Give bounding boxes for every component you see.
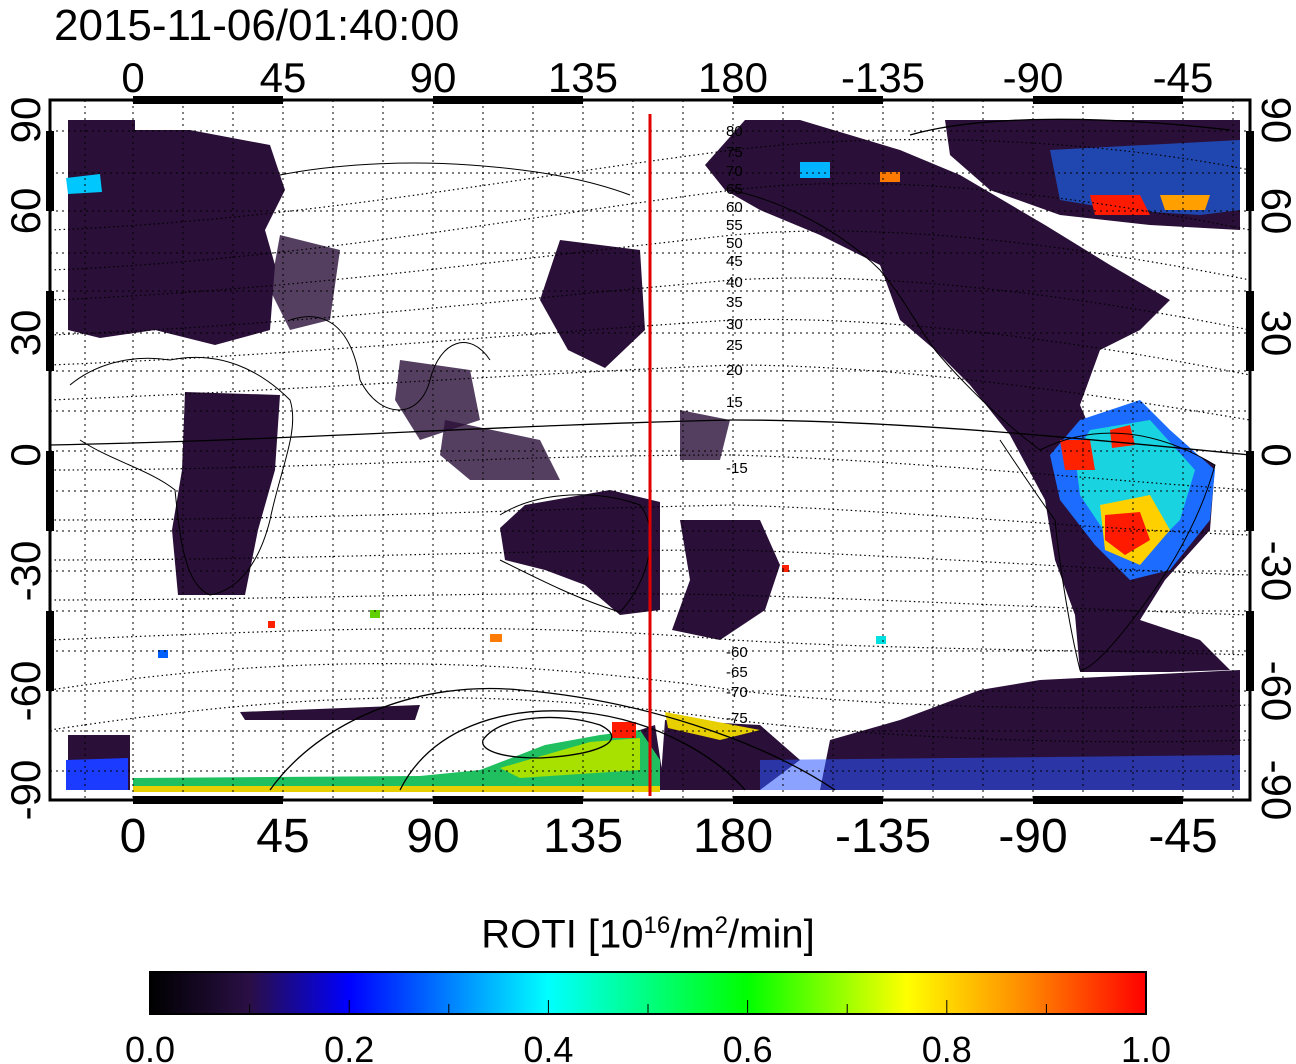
lon-label-top: 135 [548, 54, 618, 101]
colorbar-title: ROTI [1016/m2/min] [0, 912, 1296, 957]
magnetic-latitude-contours [49, 138, 1251, 743]
contour-label: -15 [726, 460, 748, 477]
lat-labels-right: 90 60 30 0 -30 -60 -90 [1253, 97, 1296, 821]
lat-label-left: -60 [2, 661, 49, 722]
colorbar-tick-label: 0.2 [324, 1029, 374, 1064]
contour-label: 70 [726, 163, 743, 180]
contour-label: 15 [726, 394, 743, 411]
lat-label-right: -60 [1253, 661, 1296, 722]
lon-label-top: -90 [1003, 54, 1064, 101]
lon-label-bottom: -45 [1148, 810, 1217, 863]
lon-label-top: 0 [121, 54, 144, 101]
lon-label-top: -135 [841, 54, 925, 101]
lat-label-left: 90 [2, 97, 49, 144]
contour-label: 50 [726, 235, 743, 252]
lat-label-left: -90 [2, 760, 49, 821]
contour-label: 65 [726, 181, 743, 198]
lon-label-top: 45 [260, 54, 307, 101]
contour-label: -75 [726, 710, 748, 727]
colorbar-ticks [249, 1000, 1047, 1014]
contour-label: -65 [726, 664, 748, 681]
colorbar-tick-label: 1.0 [1121, 1029, 1171, 1064]
colorbar-tick-label: 0.4 [523, 1029, 573, 1064]
contour-label: -70 [726, 684, 748, 701]
colorbar-title-exp2: 2 [714, 912, 729, 939]
lon-labels-bottom: 0 45 90 135 180 -135 -90 -45 [120, 810, 1218, 863]
lon-label-bottom: 180 [693, 810, 773, 863]
lat-label-left: 30 [2, 310, 49, 357]
colorbar-tick-label: 0.0 [125, 1029, 175, 1064]
colorbar-tick-labels: 0.0 0.2 0.4 0.6 0.8 1.0 [125, 1029, 1171, 1064]
contour-label: 45 [726, 253, 743, 270]
lon-label-bottom: 45 [256, 810, 309, 863]
lat-label-right: 0 [1253, 443, 1296, 466]
lon-label-top: 180 [698, 54, 768, 101]
lat-label-left: -30 [2, 541, 49, 602]
colorbar-tick-label: 0.8 [922, 1029, 972, 1064]
axis-ticks [46, 96, 1254, 804]
contour-label: 30 [726, 316, 743, 333]
timestamp-title: 2015-11-06/01:40:00 [54, 1, 460, 50]
lat-label-left: 0 [2, 443, 49, 466]
lon-label-bottom: 90 [406, 810, 459, 863]
colorbar-title-main: ROTI [10 [481, 912, 644, 957]
colorbar-title-exp1: 16 [643, 912, 671, 939]
contour-label: 75 [726, 144, 743, 161]
contour-label: 20 [726, 362, 743, 379]
solid-contours [49, 118, 1251, 791]
contour-label: 80 [726, 123, 743, 140]
lat-label-right: 90 [1253, 97, 1296, 144]
colorbar-tick-label: 0.6 [723, 1029, 773, 1064]
lat-label-right: -30 [1253, 541, 1296, 602]
lon-label-bottom: 0 [120, 810, 147, 863]
lon-label-bottom: -90 [998, 810, 1067, 863]
contour-label: 35 [726, 294, 743, 311]
lat-label-right: 30 [1253, 310, 1296, 357]
lat-labels-left: 90 60 30 0 -30 -60 -90 [2, 97, 49, 821]
lat-label-right: -90 [1253, 760, 1296, 821]
contour-label: -60 [726, 644, 748, 661]
contour-label: 55 [726, 217, 743, 234]
lat-label-left: 60 [2, 188, 49, 235]
colorbar-title-end: /min] [728, 912, 815, 957]
lat-label-right: 60 [1253, 188, 1296, 235]
lon-label-top: 90 [410, 54, 457, 101]
contour-label: 60 [726, 199, 743, 216]
contour-labels: 80 75 70 65 60 55 50 45 40 35 30 25 20 1… [726, 123, 748, 727]
colorbar-title-mid: /m [670, 912, 715, 957]
contour-label: 25 [726, 337, 743, 354]
contour-label: 40 [726, 274, 743, 291]
lon-labels-top: 0 45 90 135 180 -135 -90 -45 [121, 54, 1213, 101]
lon-label-bottom: 135 [543, 810, 623, 863]
lon-label-top: -45 [1153, 54, 1214, 101]
lon-label-bottom: -135 [835, 810, 931, 863]
